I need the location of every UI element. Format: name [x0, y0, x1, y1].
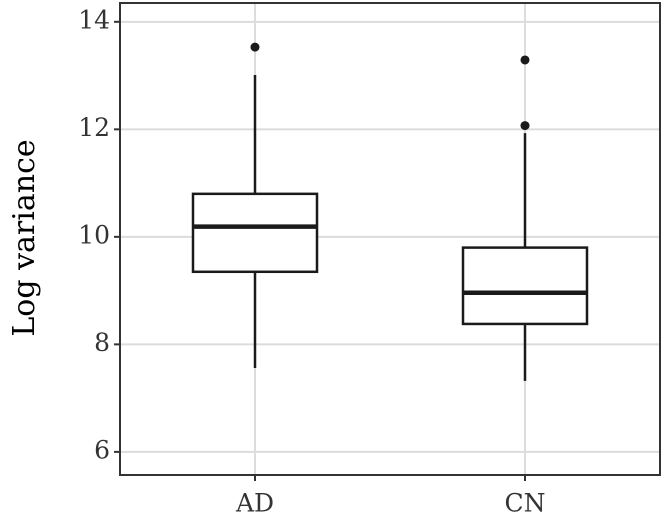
outlier: [250, 42, 260, 52]
y-axis-title: Log variance: [7, 139, 42, 336]
y-tick-label: 8: [94, 328, 110, 357]
x-tick-label: AD: [235, 489, 274, 517]
box: [191, 192, 319, 274]
y-tick-label: 10: [78, 220, 110, 249]
outlier: [520, 55, 530, 65]
panel-border: [119, 2, 661, 476]
x-tick-label: CN: [504, 489, 545, 517]
y-tick-label: 12: [78, 113, 110, 142]
y-tick-label: 14: [78, 5, 110, 34]
box: [461, 246, 589, 326]
outlier: [520, 121, 530, 131]
y-tick-label: 6: [94, 435, 110, 464]
